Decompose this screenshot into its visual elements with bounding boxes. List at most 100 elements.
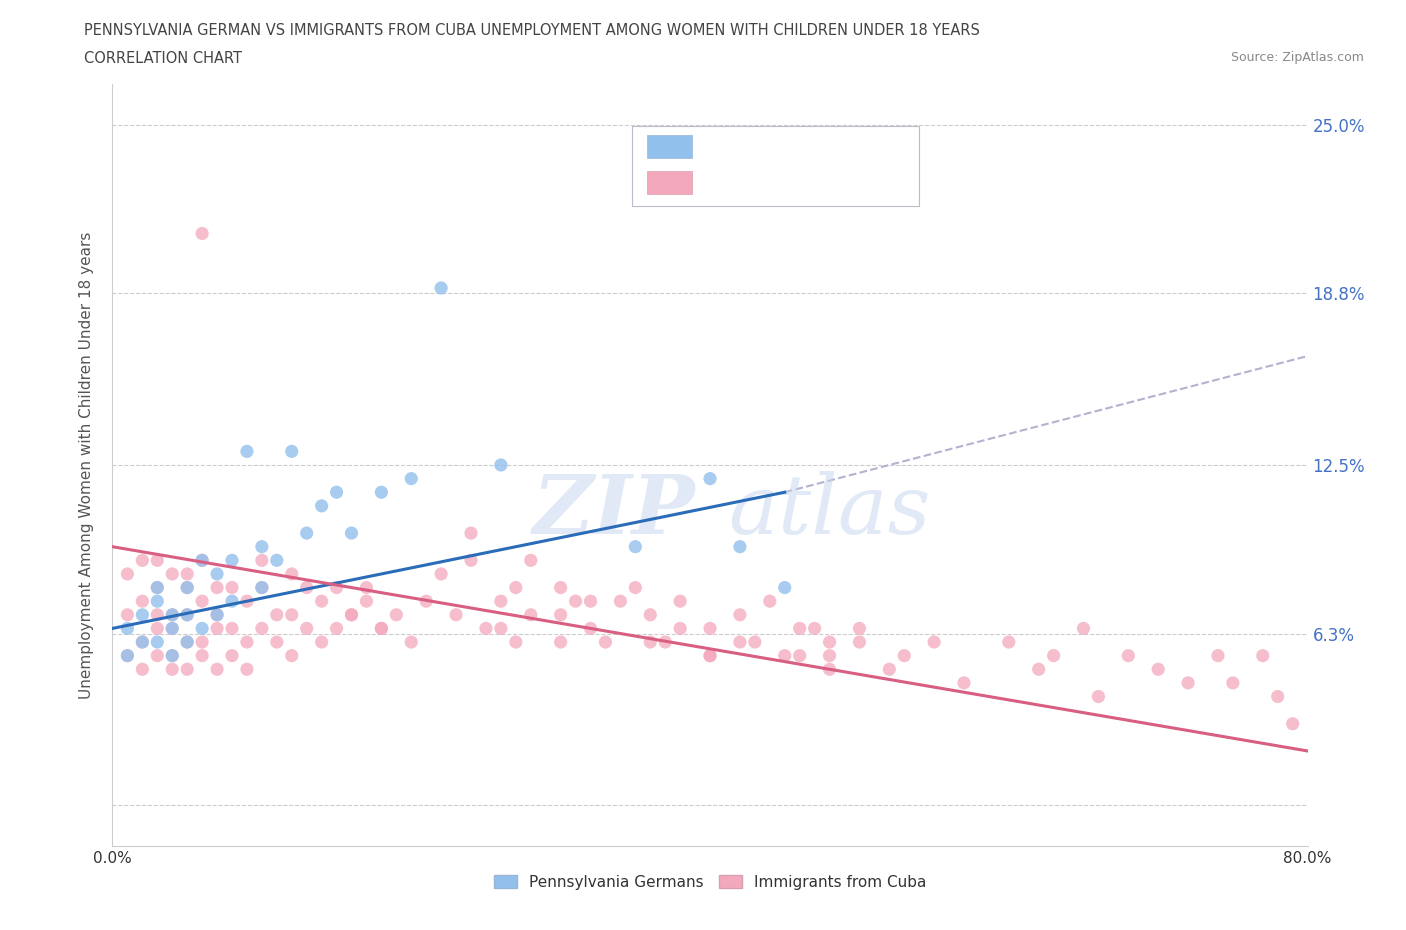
Point	[1087, 689, 1109, 704]
Point	[728, 634, 751, 649]
Point	[550, 634, 572, 649]
Point	[505, 634, 527, 649]
Point	[295, 525, 318, 540]
Point	[460, 525, 482, 540]
Point	[579, 621, 602, 636]
Point	[848, 634, 870, 649]
Point	[146, 648, 169, 663]
Point	[520, 607, 543, 622]
Point	[162, 566, 183, 581]
Point	[1028, 662, 1050, 677]
Point	[191, 648, 214, 663]
Point	[475, 621, 498, 636]
Point	[311, 498, 333, 513]
Point	[117, 621, 139, 636]
Point	[205, 621, 228, 636]
Point	[370, 621, 392, 636]
Point	[550, 580, 572, 595]
Point	[311, 634, 333, 649]
Point	[669, 621, 692, 636]
Point	[1177, 675, 1199, 690]
Point	[176, 607, 198, 622]
Point	[176, 634, 198, 649]
Point	[250, 621, 273, 636]
Point	[162, 607, 183, 622]
Point	[550, 607, 572, 622]
Point	[654, 634, 676, 649]
Point	[176, 607, 198, 622]
Point	[205, 580, 228, 595]
Point	[176, 580, 198, 595]
Point	[893, 648, 915, 663]
Text: CORRELATION CHART: CORRELATION CHART	[84, 51, 242, 66]
Point	[699, 648, 721, 663]
Point	[131, 607, 153, 622]
Point	[340, 525, 363, 540]
Point	[1042, 648, 1064, 663]
Point	[922, 634, 945, 649]
Point	[789, 621, 811, 636]
Point	[370, 485, 392, 499]
Point	[803, 621, 825, 636]
Point	[356, 593, 378, 608]
Point	[669, 593, 692, 608]
Point	[385, 607, 408, 622]
Point	[370, 621, 392, 636]
Point	[236, 593, 259, 608]
Point	[460, 552, 482, 567]
Point	[818, 662, 841, 677]
Point	[579, 593, 602, 608]
Point	[505, 580, 527, 595]
Point	[146, 580, 169, 595]
Point	[325, 621, 347, 636]
Point	[595, 634, 617, 649]
Point	[325, 485, 347, 499]
Point	[789, 648, 811, 663]
Point	[728, 539, 751, 554]
Point	[236, 634, 259, 649]
Point	[221, 552, 243, 567]
Point	[205, 662, 228, 677]
Point	[356, 580, 378, 595]
Point	[1251, 648, 1274, 663]
Point	[1073, 621, 1095, 636]
Text: atlas: atlas	[728, 471, 931, 551]
Point	[879, 662, 901, 677]
Point	[191, 552, 214, 567]
Point	[221, 621, 243, 636]
Point	[250, 580, 273, 595]
Point	[520, 552, 543, 567]
Point	[117, 607, 139, 622]
Point	[176, 662, 198, 677]
Point	[162, 621, 183, 636]
Point	[131, 662, 153, 677]
Point	[1147, 662, 1170, 677]
Point	[176, 566, 198, 581]
Point	[401, 634, 423, 649]
Point	[266, 552, 288, 567]
Point	[773, 648, 796, 663]
Point	[205, 566, 228, 581]
Point	[162, 662, 183, 677]
Point	[295, 621, 318, 636]
Text: N =: N =	[810, 175, 844, 190]
Point	[609, 593, 631, 608]
Point	[489, 621, 512, 636]
Point	[131, 634, 153, 649]
Point	[401, 472, 423, 486]
Point	[221, 580, 243, 595]
Point	[176, 580, 198, 595]
Text: PENNSYLVANIA GERMAN VS IMMIGRANTS FROM CUBA UNEMPLOYMENT AMONG WOMEN WITH CHILDR: PENNSYLVANIA GERMAN VS IMMIGRANTS FROM C…	[84, 23, 980, 38]
Point	[146, 593, 169, 608]
Point	[146, 580, 169, 595]
Text: 118: 118	[853, 175, 883, 190]
Point	[236, 662, 259, 677]
Point	[162, 648, 183, 663]
Point	[340, 607, 363, 622]
Point	[131, 593, 153, 608]
Point	[953, 675, 976, 690]
Point	[640, 607, 662, 622]
Point	[325, 580, 347, 595]
Text: -0.254: -0.254	[749, 175, 799, 190]
Point	[624, 539, 647, 554]
